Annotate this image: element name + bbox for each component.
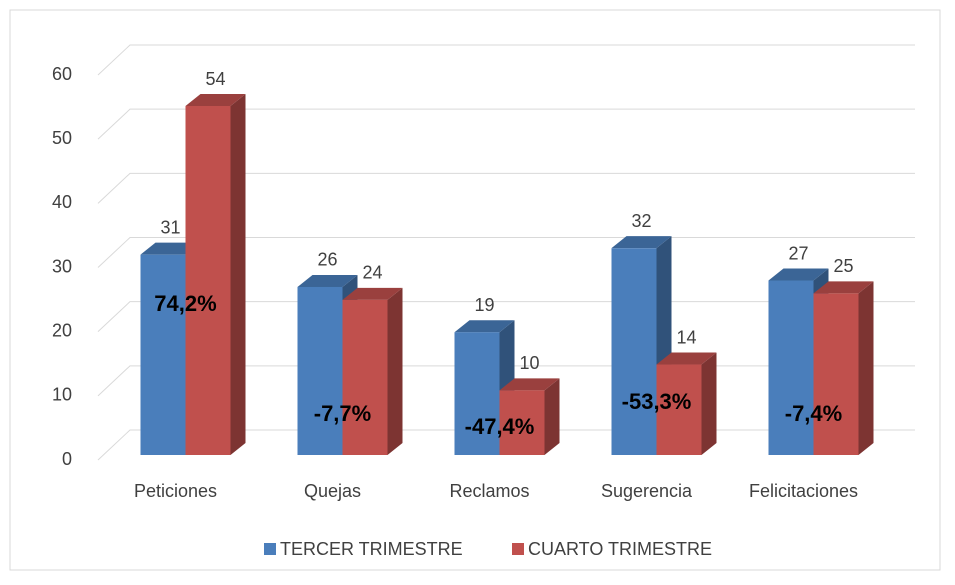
bar-top xyxy=(656,352,717,365)
bar-side xyxy=(544,378,560,455)
bar xyxy=(499,390,545,455)
value-label: 25 xyxy=(833,256,853,276)
value-label: 32 xyxy=(631,211,651,231)
bar xyxy=(813,293,859,455)
bar-side xyxy=(230,94,246,455)
y-tick-label: 20 xyxy=(52,320,72,340)
x-tick-label: Sugerencia xyxy=(601,481,693,501)
annotation: -7,4% xyxy=(785,401,842,426)
value-label: 26 xyxy=(317,250,337,270)
y-tick-label: 10 xyxy=(52,385,72,405)
bar-top xyxy=(454,320,515,333)
bar-top xyxy=(611,236,672,249)
annotation: -47,4% xyxy=(465,414,535,439)
legend-swatch xyxy=(264,543,276,555)
value-label: 24 xyxy=(362,263,382,283)
bar-side xyxy=(701,352,717,455)
y-tick-label: 30 xyxy=(52,256,72,276)
value-label: 27 xyxy=(788,243,808,263)
bar-side xyxy=(858,281,874,455)
bar-top xyxy=(297,274,358,287)
value-label: 19 xyxy=(474,295,494,315)
grid-line xyxy=(97,44,915,76)
annotation: 74,2% xyxy=(154,291,216,316)
value-label: 31 xyxy=(160,217,180,237)
x-tick-label: Reclamos xyxy=(449,481,529,501)
y-tick-label: 0 xyxy=(62,449,72,469)
grid-line xyxy=(97,108,915,140)
bar xyxy=(140,254,186,455)
annotation: -53,3% xyxy=(622,389,692,414)
annotation: -7,7% xyxy=(314,401,371,426)
legend-swatch xyxy=(512,543,524,555)
bar xyxy=(185,106,231,455)
legend-label: CUARTO TRIMESTRE xyxy=(528,539,712,559)
bar xyxy=(454,332,500,455)
bar-top xyxy=(342,287,403,300)
value-label: 14 xyxy=(676,327,696,347)
bar xyxy=(656,364,702,455)
bar-top xyxy=(185,94,246,106)
bar-top xyxy=(768,268,829,281)
y-tick-label: 50 xyxy=(52,128,72,148)
bar xyxy=(342,299,388,455)
y-tick-label: 60 xyxy=(52,64,72,84)
bar-top xyxy=(813,281,874,294)
grid-line xyxy=(97,172,915,204)
bar-top xyxy=(499,378,560,391)
x-tick-label: Peticiones xyxy=(134,481,217,501)
bar xyxy=(611,248,657,455)
value-label: 54 xyxy=(205,69,225,89)
x-tick-label: Felicitaciones xyxy=(749,481,858,501)
y-tick-label: 40 xyxy=(52,192,72,212)
bar-side xyxy=(387,287,403,455)
value-label: 10 xyxy=(519,353,539,373)
x-tick-label: Quejas xyxy=(304,481,361,501)
bar xyxy=(297,286,343,455)
legend-label: TERCER TRIMESTRE xyxy=(280,539,463,559)
bar xyxy=(768,280,814,455)
